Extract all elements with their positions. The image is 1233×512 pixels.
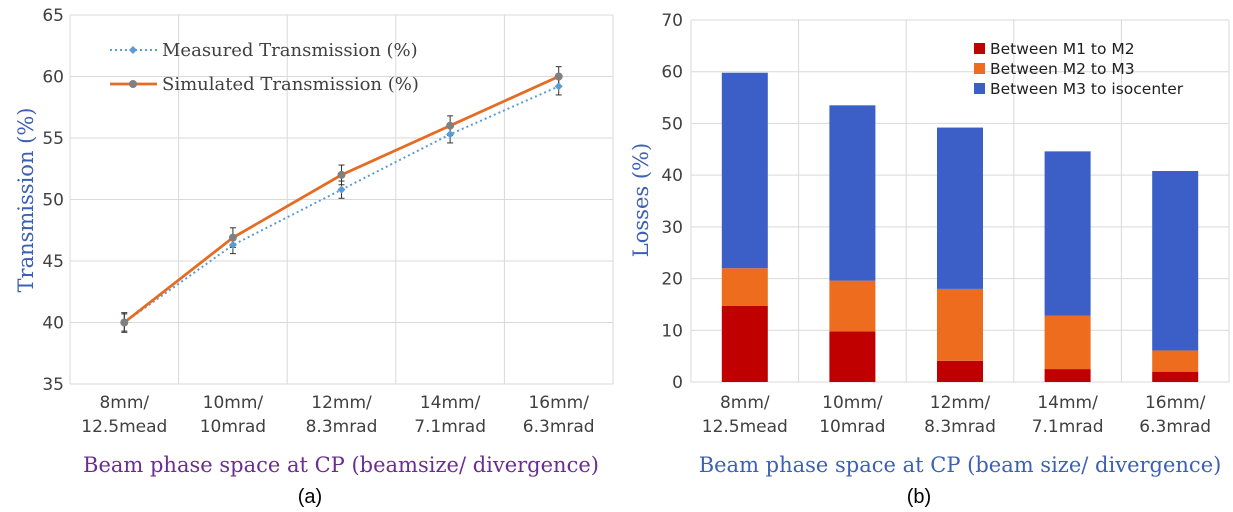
y-axis-title: Transmission (%) xyxy=(14,108,38,293)
bar-segment-m1-m2 xyxy=(937,360,983,382)
x-tick-label: 7.1mrad xyxy=(414,417,486,437)
losses-stacked-bar-chart: 0 10 20 30 40 50 60 70 8mm/12.5mead 10mm/10mrad 1… xyxy=(629,11,1230,508)
bar-segment-m3-isocenter xyxy=(1044,151,1091,316)
x-tick-label: 14mm/ xyxy=(1037,393,1098,413)
y-tick-label: 35 xyxy=(42,375,64,395)
x-tick-labels: 8mm/12.5mead 10mm/10mrad 12mm/8.3mrad 14mm/… xyxy=(81,393,594,437)
x-tick-labels: 8mm/12.5mead 10mm/10mrad 12mm/8.3mrad 14mm/… xyxy=(702,393,1211,437)
x-tick-label: 16mm/ xyxy=(1145,393,1206,413)
bar-segment-m3-isocenter xyxy=(721,72,768,269)
legend-m2-m3-swatch xyxy=(974,63,985,74)
x-tick-label: 6.3mrad xyxy=(523,417,595,437)
y-tick-labels: 0 10 20 30 40 50 60 70 xyxy=(661,11,683,393)
x-tick-label: 8.3mrad xyxy=(306,417,378,437)
x-tick-label: 12mm/ xyxy=(930,393,991,413)
y-tick-label: 30 xyxy=(661,218,683,238)
simulated-point xyxy=(337,170,346,179)
legend-m3-iso-label: Between M3 to isocenter xyxy=(990,80,1184,98)
bar-segment-m3-isocenter xyxy=(1152,171,1199,351)
bar-segment-m1-m2 xyxy=(1044,369,1091,382)
legend-measured-marker xyxy=(129,46,137,54)
bar-segment-m2-m3 xyxy=(1044,315,1091,370)
y-tick-label: 0 xyxy=(672,373,683,393)
legend-simulated-label: Simulated Transmission (%) xyxy=(162,74,419,95)
x-tick-label: 8mm/ xyxy=(99,393,149,413)
series-layer xyxy=(120,66,563,333)
x-tick-label: 10mrad xyxy=(819,417,885,437)
bar-segment-m2-m3 xyxy=(721,268,768,306)
x-tick-label: 7.1mrad xyxy=(1032,417,1104,437)
panel-label-b: (b) xyxy=(907,486,931,508)
measured-point xyxy=(337,185,346,194)
legend-m1-m2-swatch xyxy=(974,43,985,54)
bar-segment-m1-m2 xyxy=(1152,371,1199,382)
panel-label-a: (a) xyxy=(298,486,322,508)
measured-point xyxy=(554,82,563,91)
bar-segment-m1-m2 xyxy=(829,331,876,382)
simulated-point xyxy=(554,72,563,81)
y-tick-label: 55 xyxy=(42,129,64,149)
y-tick-label: 45 xyxy=(42,252,64,272)
legend: Measured Transmission (%) Simulated Tran… xyxy=(110,40,419,95)
measured-point xyxy=(446,130,455,139)
grid xyxy=(69,14,614,385)
y-tick-label: 60 xyxy=(42,68,64,88)
bar-segment-m2-m3 xyxy=(829,280,876,332)
x-tick-label: 6.3mrad xyxy=(1139,417,1211,437)
x-tick-label: 10mm/ xyxy=(822,393,883,413)
bars-layer xyxy=(721,72,1199,382)
legend: Between M1 to M2 Between M2 to M3 Betwee… xyxy=(974,40,1184,98)
x-tick-label: 10mrad xyxy=(200,417,266,437)
x-tick-label: 10mm/ xyxy=(203,393,264,413)
y-tick-label: 40 xyxy=(661,166,683,186)
x-axis-title: Beam phase space at CP (beam size/ diver… xyxy=(699,453,1222,477)
x-tick-label: 8mm/ xyxy=(720,393,770,413)
measured-line xyxy=(123,85,560,324)
y-tick-label: 70 xyxy=(661,11,683,31)
y-tick-label: 20 xyxy=(661,270,683,290)
x-tick-label: 16mm/ xyxy=(528,393,589,413)
simulated-point xyxy=(446,121,455,130)
y-tick-label: 40 xyxy=(42,314,64,334)
y-tick-label: 50 xyxy=(42,191,64,211)
measured-point xyxy=(228,241,237,250)
x-tick-label: 12.5mead xyxy=(702,417,788,437)
bar-segment-m1-m2 xyxy=(721,305,768,382)
transmission-chart-panel: 35 40 45 50 55 60 65 8mm/12.5mead 10mm/10mrad 12… xyxy=(14,6,614,508)
y-tick-label: 10 xyxy=(661,321,683,341)
simulated-point xyxy=(228,233,237,242)
y-tick-label: 65 xyxy=(42,6,64,26)
bar-segment-m2-m3 xyxy=(937,288,983,361)
x-tick-label: 12mm/ xyxy=(311,393,372,413)
simulated-point xyxy=(120,318,129,327)
x-tick-label: 14mm/ xyxy=(420,393,481,413)
bar-segment-m2-m3 xyxy=(1152,350,1199,372)
legend-m1-m2-label: Between M1 to M2 xyxy=(990,40,1135,58)
y-axis-title: Losses (%) xyxy=(629,143,653,257)
y-tick-label: 50 xyxy=(661,114,683,134)
x-axis-title: Beam phase space at CP (beamsize/ diverg… xyxy=(83,453,599,477)
legend-m3-iso-swatch xyxy=(974,83,985,94)
legend-simulated-marker xyxy=(129,80,137,88)
y-tick-label: 60 xyxy=(661,63,683,83)
legend-m2-m3-label: Between M2 to M3 xyxy=(990,60,1135,78)
x-tick-label: 12.5mead xyxy=(81,417,167,437)
x-tick-label: 8.3mrad xyxy=(924,417,996,437)
bar-segment-m3-isocenter xyxy=(829,105,876,281)
transmission-line-chart: 35 40 45 50 55 60 65 8mm/12.5mead 10mm/10mrad 12… xyxy=(14,6,614,508)
y-tick-labels: 35 40 45 50 55 60 65 xyxy=(42,6,64,395)
bar-segment-m3-isocenter xyxy=(937,127,983,289)
losses-chart-panel: 0 10 20 30 40 50 60 70 8mm/12.5mead 10mm/10mrad 1… xyxy=(620,0,1233,512)
legend-measured-label: Measured Transmission (%) xyxy=(162,40,418,61)
